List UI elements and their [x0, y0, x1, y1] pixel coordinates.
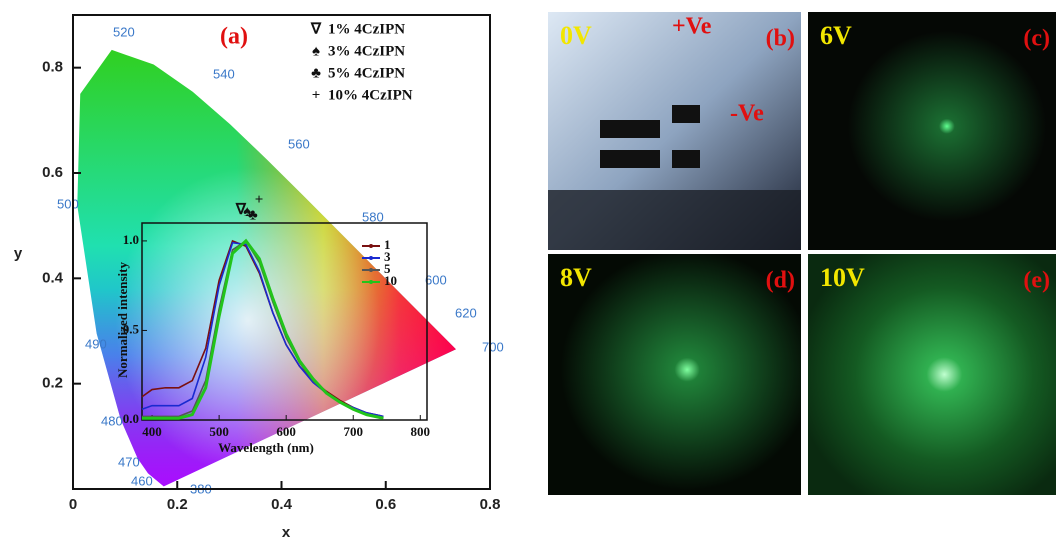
x-tick-label: 700 — [343, 424, 363, 439]
x-tick-label: 0.6 — [375, 496, 396, 513]
x-axis-label: x — [282, 524, 291, 541]
electrode — [600, 120, 660, 138]
legend-label: 3% 4CzIPN — [328, 43, 405, 59]
x-axis-label: Wavelength (nm) — [218, 440, 314, 455]
legend-marker — [369, 268, 373, 272]
locus-label: 580 — [362, 209, 384, 224]
locus-label: 600 — [425, 272, 447, 287]
x-tick-label: 800 — [411, 424, 431, 439]
locus-label: 700 — [482, 339, 504, 354]
locus-label: 500 — [57, 196, 79, 211]
x-tick-label: 0 — [69, 496, 77, 513]
legend-marker: ♣ — [311, 65, 321, 81]
electrode — [600, 150, 660, 168]
figure: 0V (b) +Ve -Ve 6V (c) 8V (d) 10V (e) 520 540 560 580 6… — [0, 0, 1056, 542]
y-tick-label: 0.4 — [42, 269, 64, 286]
legend-marker — [369, 256, 373, 260]
locus-label: 480 — [101, 413, 123, 428]
y-tick-label: 0.8 — [42, 59, 63, 76]
legend-label: 1% 4CzIPN — [328, 21, 405, 37]
voltage-label: 8V — [560, 263, 592, 292]
voltage-label: 0V — [560, 21, 592, 50]
photo-panels — [548, 12, 1056, 495]
panel-label: (a) — [220, 24, 248, 50]
y-tick-label: 0.0 — [123, 411, 139, 426]
y-tick-label: 0.2 — [42, 375, 63, 392]
legend-marker — [369, 244, 373, 248]
page: {"chart_data": [ {"type": "scatter", "pa… — [0, 0, 1056, 542]
x-tick-label: 400 — [142, 424, 162, 439]
electrode — [672, 105, 700, 123]
point: + — [255, 192, 264, 208]
panel-label: (b) — [766, 26, 795, 52]
y-axis-label: y — [14, 245, 23, 262]
locus-label: 490 — [85, 336, 107, 351]
x-tick-label: 600 — [276, 424, 296, 439]
panel-label: (d) — [766, 268, 795, 294]
x-tick-label: 0.4 — [271, 496, 293, 513]
electrode — [672, 150, 700, 168]
locus-label: 470 — [118, 454, 140, 469]
panel-label: (c) — [1023, 26, 1050, 52]
y-tick-label: 1.0 — [123, 232, 139, 247]
y-axis-label: Normalized intensity — [115, 262, 130, 378]
point: ♣ — [248, 208, 258, 224]
voltage-label: 10V — [820, 263, 865, 292]
legend-marker: + — [312, 87, 321, 103]
electrode-label: +Ve — [672, 14, 712, 40]
voltage-label: 6V — [820, 21, 852, 50]
clamp — [548, 190, 801, 250]
y-tick-label: 0.6 — [42, 164, 63, 181]
locus-label: 620 — [455, 305, 477, 320]
locus-label: 560 — [288, 136, 310, 151]
x-tick-label: 0.2 — [167, 496, 188, 513]
legend-label: 10 — [384, 273, 397, 288]
x-tick-label: 500 — [209, 424, 229, 439]
x-tick-label: 0.8 — [480, 496, 501, 513]
legend-label: 5% 4CzIPN — [328, 65, 405, 81]
locus-label: 460 — [131, 473, 153, 488]
locus-label: 520 — [113, 24, 135, 39]
locus-label: 540 — [213, 66, 235, 81]
legend-marker: ♠ — [312, 43, 320, 59]
legend-marker — [369, 280, 373, 284]
legend-label: 10% 4CzIPN — [328, 87, 413, 103]
panel-label: (e) — [1023, 268, 1050, 294]
legend-marker: ∇ — [310, 21, 322, 37]
electrode-label: -Ve — [730, 101, 764, 127]
